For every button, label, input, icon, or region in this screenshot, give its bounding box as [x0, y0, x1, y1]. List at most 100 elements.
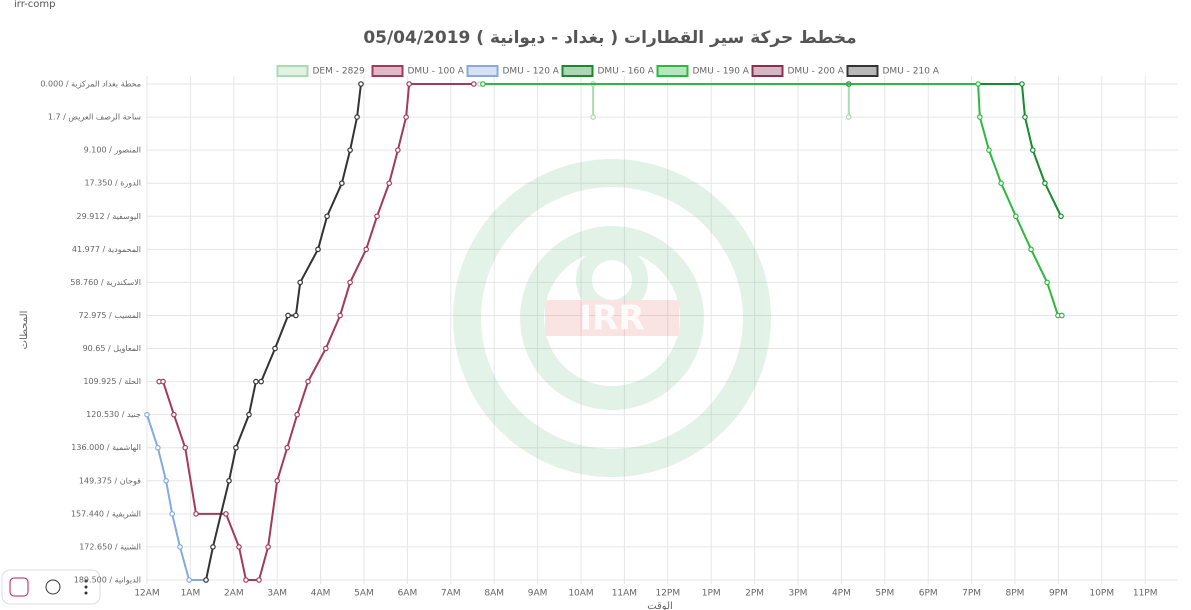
point: [223, 511, 229, 517]
legend-label: DMU - 200 A: [788, 67, 845, 77]
text-tool[interactable]: [9, 577, 29, 597]
point: [177, 544, 183, 550]
point: [272, 345, 278, 352]
x-tick-label: 12PM: [655, 589, 680, 599]
point: [1019, 81, 1025, 87]
y-tick-label: الدورة / 17.350: [84, 179, 141, 188]
tab-label: irr-comp: [14, 0, 56, 10]
y-tick-label: المسيب / 72.975: [79, 311, 141, 320]
x-tick-label: 3AM: [267, 589, 287, 599]
point: [169, 511, 175, 517]
point: [256, 577, 262, 583]
series-line: [848, 83, 1062, 217]
point: [1044, 279, 1050, 286]
x-axis-label: الوقت: [647, 601, 673, 610]
x-tick-label: 6PM: [919, 589, 938, 599]
legend-label: DMU - 120 A: [503, 67, 560, 77]
point: [305, 378, 311, 385]
x-tick-label: 9PM: [1049, 589, 1068, 599]
point: [986, 147, 992, 153]
point: [1042, 180, 1048, 187]
point: [363, 246, 369, 253]
y-tick-label: الشريفية / 157.440: [71, 509, 141, 518]
point: [265, 544, 271, 550]
point: [246, 411, 252, 418]
point: [315, 246, 321, 253]
point: [354, 114, 360, 120]
point: [171, 411, 177, 418]
point: [294, 411, 300, 418]
y-tick-label: محطة بغداد المركزية / 0.000: [40, 80, 141, 89]
point: [386, 180, 392, 187]
point: [293, 312, 299, 319]
x-tick-label: 4PM: [832, 589, 851, 599]
point: [590, 114, 596, 120]
point: [226, 477, 232, 484]
y-tick-label: الديوانية / 189.500: [74, 576, 141, 585]
chart-title: مخطط حركة سير القطارات ( بغداد - ديوانية…: [363, 28, 856, 48]
y-tick-label: المنصور / 9.100: [84, 146, 141, 155]
point: [845, 114, 852, 120]
legend-label: DMU - 100 A: [408, 67, 465, 77]
point: [324, 213, 330, 220]
legend-label: DMU - 210 A: [883, 67, 940, 77]
point: [297, 279, 304, 286]
x-tick-label: 10AM: [568, 589, 593, 599]
legend-swatch: [846, 65, 879, 77]
x-tick-label: 12AM: [134, 589, 159, 599]
point: [210, 544, 216, 550]
x-tick-label: 8PM: [1006, 589, 1025, 599]
y-tick-label: جنيد / 120.530: [86, 410, 141, 419]
watermark-logo: [453, 159, 771, 477]
point: [186, 577, 192, 583]
point: [274, 477, 281, 484]
legend-label: DMU - 160 A: [598, 67, 655, 77]
point: [403, 114, 409, 120]
point: [480, 81, 486, 87]
point: [163, 477, 169, 484]
point: [998, 180, 1004, 187]
point: [1029, 147, 1036, 153]
point: [258, 378, 264, 385]
series-line: [159, 83, 474, 581]
point: [323, 345, 329, 352]
y-tick-label: اليوسفية / 29.912: [77, 212, 141, 221]
point: [285, 312, 291, 319]
legend-swatch: [276, 65, 309, 77]
x-tick-label: 4AM: [311, 589, 331, 599]
y-tick-label: ساحة الرصف العريض / 1.7: [48, 113, 141, 122]
point: [977, 114, 983, 120]
x-tick-label: 5AM: [354, 589, 374, 599]
point: [339, 180, 345, 187]
legend-swatch: [656, 65, 689, 77]
point: [160, 378, 166, 385]
watermark-text: IRR: [579, 299, 644, 339]
point: [975, 81, 981, 87]
point: [284, 444, 290, 451]
legend-label: DMU - 190 A: [693, 67, 750, 77]
x-tick-label: 1PM: [702, 589, 721, 599]
point: [1022, 114, 1028, 120]
series-line: [482, 83, 1062, 317]
lens-tool[interactable]: [45, 579, 61, 595]
y-tick-label: الحلة / 109.925: [83, 377, 141, 386]
series-line: [205, 83, 362, 581]
point: [233, 444, 239, 451]
y-tick-label: الهاشمية / 136.000: [71, 443, 141, 452]
point: [144, 411, 150, 418]
point: [236, 544, 242, 550]
point: [253, 378, 259, 385]
point: [406, 81, 412, 87]
y-tick-label: الاسكندرية / 58.760: [70, 278, 141, 287]
legend-swatch: [751, 65, 784, 77]
point: [182, 444, 188, 451]
x-tick-label: 3PM: [789, 589, 808, 599]
toolbar: [1, 569, 101, 605]
point: [358, 81, 364, 87]
point: [203, 577, 209, 583]
point: [155, 444, 161, 451]
point: [337, 312, 343, 319]
legend-label: DEM - 2829: [313, 67, 366, 77]
legend-swatch: [466, 65, 499, 77]
